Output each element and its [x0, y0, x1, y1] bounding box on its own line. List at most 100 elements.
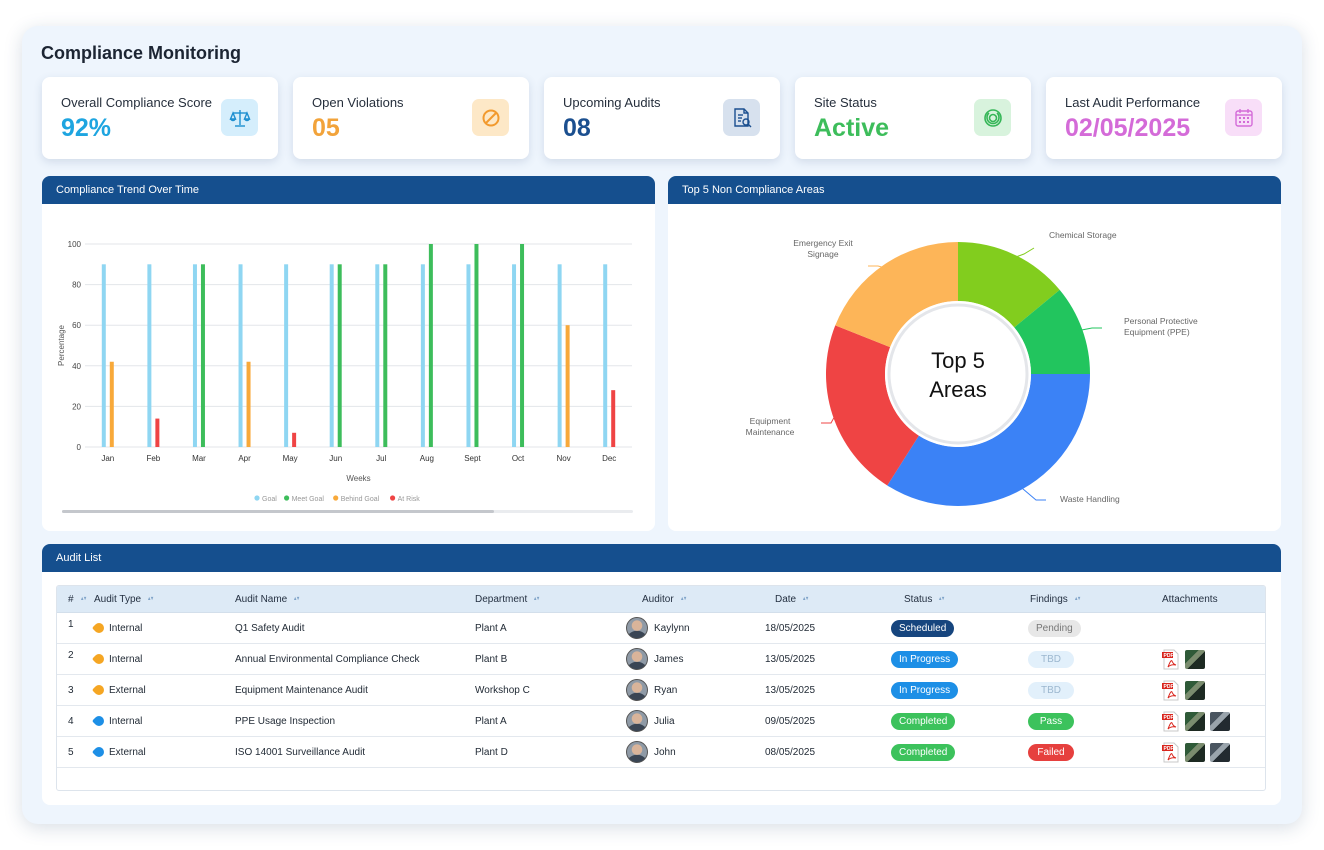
tag-icon	[91, 682, 107, 698]
col-audit-type-header[interactable]: Audit Type ▲▼	[94, 586, 154, 612]
findings-cell: Pass	[1028, 706, 1074, 736]
col-audit-name-header[interactable]: Audit Name ▲▼	[235, 586, 300, 612]
donut-slice-equipment-maintenance[interactable]	[826, 325, 919, 486]
image-thumbnail-icon[interactable]	[1185, 711, 1205, 731]
table-row[interactable]: 3 External Equipment Maintenance Audit Work…	[57, 675, 1265, 706]
bar-goal[interactable]	[192, 264, 197, 447]
donut-slice-emergency-exit-signage[interactable]	[835, 242, 958, 348]
sort-icon[interactable]: ▲▼	[533, 596, 540, 602]
donut-slice-personal-protective-equipment-ppe[interactable]	[1014, 289, 1090, 374]
bar-meet-goal[interactable]	[474, 244, 479, 447]
auditor-name: Kaylynn	[654, 622, 690, 634]
x-tick-label: Nov	[557, 454, 571, 463]
bar-goal[interactable]	[375, 264, 380, 447]
table-row[interactable]: 4 Internal PPE Usage Inspection Plant A Juli…	[57, 706, 1265, 737]
col-findings-header[interactable]: Findings ▲▼	[1030, 586, 1081, 612]
col-department-header[interactable]: Department ▲▼	[475, 586, 540, 612]
avatar	[626, 617, 648, 639]
bar-meet-goal[interactable]	[428, 244, 433, 447]
bar-behind-goal[interactable]	[109, 361, 114, 447]
image-thumbnail-icon[interactable]	[1185, 742, 1205, 762]
upcoming-audits-card: Upcoming Audits 08	[544, 77, 780, 159]
pdf-file-icon[interactable]: PDF	[1162, 680, 1180, 701]
audit-type-cell: External	[91, 737, 146, 767]
donut-slice-waste-handling[interactable]	[887, 374, 1090, 506]
sort-icon[interactable]: ▲▼	[679, 596, 687, 602]
bar-meet-goal[interactable]	[200, 264, 205, 447]
sort-icon[interactable]: ▲▼	[802, 596, 809, 602]
pdf-file-icon[interactable]: PDF	[1162, 649, 1180, 670]
donut-slice-chemical-storage[interactable]	[958, 242, 1060, 328]
image-thumbnail-icon[interactable]	[1185, 649, 1205, 669]
bar-at-risk[interactable]	[155, 418, 160, 447]
audit-name[interactable]: PPE Usage Inspection	[235, 715, 336, 727]
scale-icon	[221, 99, 258, 136]
x-tick-label: Jan	[101, 454, 114, 463]
bar-meet-goal[interactable]	[520, 244, 525, 447]
bar-goal[interactable]	[147, 264, 152, 447]
sort-icon[interactable]: ▲▼	[293, 596, 300, 602]
overall-compliance-score-value: 92%	[61, 114, 112, 142]
sort-icon[interactable]: ▲▼	[147, 596, 154, 602]
attachments-cell: PDF	[1162, 644, 1205, 674]
sort-icon[interactable]: ▲▼	[938, 596, 946, 602]
bar-at-risk[interactable]	[292, 432, 297, 447]
bar-goal[interactable]	[284, 264, 289, 447]
audit-date: 13/05/2025	[765, 653, 816, 665]
bar-goal[interactable]	[557, 264, 562, 447]
audit-type: External	[109, 684, 146, 696]
bar-goal[interactable]	[466, 264, 471, 447]
col-date-header[interactable]: Date ▲▼	[775, 586, 809, 612]
y-tick-label: 80	[72, 281, 81, 290]
compliance-trend-chart: 0 20 40 60 80 100 Percentage Jan Feb Mar Apr May Jun…	[57, 240, 633, 513]
bar-behind-goal[interactable]	[565, 325, 570, 447]
upcoming-audits-value: 08	[563, 114, 591, 142]
bar-goal[interactable]	[420, 264, 425, 447]
x-tick-label: Sept	[464, 454, 481, 463]
sort-icon[interactable]: ▲▼	[79, 596, 87, 602]
bar-at-risk[interactable]	[611, 390, 616, 447]
audit-type: Internal	[109, 653, 143, 665]
sort-icon[interactable]: ▲▼	[1073, 596, 1081, 602]
bar-goal[interactable]	[512, 264, 517, 447]
audit-type-cell: Internal	[91, 644, 143, 674]
findings-cell: TBD	[1028, 675, 1074, 705]
bar-behind-goal[interactable]	[246, 361, 251, 447]
status-cell: In Progress	[891, 675, 959, 705]
audit-name[interactable]: Q1 Safety Audit	[235, 622, 305, 634]
tag-icon	[91, 744, 107, 760]
legend-label[interactable]: At Risk	[398, 496, 421, 503]
chart-scrollbar-thumb[interactable]	[62, 510, 494, 513]
bar-goal[interactable]	[329, 264, 334, 447]
table-row[interactable]: 5 External ISO 14001 Surveillance Audit Pla…	[57, 737, 1265, 768]
donut-center-label: Top 5	[931, 348, 985, 373]
image-thumbnail-icon[interactable]	[1185, 680, 1205, 700]
audit-type: Internal	[109, 622, 143, 634]
col-auditor-header[interactable]: Auditor ▲▼	[642, 586, 687, 612]
pdf-file-icon[interactable]: PDF	[1162, 711, 1180, 732]
col-number-header[interactable]: # ▲▼	[68, 586, 87, 612]
bar-meet-goal[interactable]	[383, 264, 388, 447]
image-thumbnail-icon[interactable]	[1210, 711, 1230, 731]
bar-goal[interactable]	[101, 264, 106, 447]
row-number: 3	[68, 684, 74, 696]
bar-goal[interactable]	[238, 264, 243, 447]
legend-label[interactable]: Goal	[262, 496, 277, 503]
legend-label[interactable]: Behind Goal	[341, 496, 380, 503]
slice-label: Chemical Storage	[1049, 230, 1117, 240]
svg-text:PDF: PDF	[1164, 746, 1174, 752]
bar-meet-goal[interactable]	[337, 264, 342, 447]
auditor-cell: James	[626, 644, 683, 674]
auditor-cell: Kaylynn	[626, 613, 690, 643]
table-row[interactable]: 1 Internal Q1 Safety Audit Plant A Kaylynn 18…	[57, 613, 1265, 644]
audit-name[interactable]: ISO 14001 Surveillance Audit	[235, 746, 366, 758]
pdf-file-icon[interactable]: PDF	[1162, 742, 1180, 763]
audit-name[interactable]: Annual Environmental Compliance Check	[235, 653, 420, 665]
open-violations-label: Open Violations	[312, 95, 404, 110]
audit-name[interactable]: Equipment Maintenance Audit	[235, 684, 368, 696]
table-row[interactable]: 2 Internal Annual Environmental Compliance…	[57, 644, 1265, 675]
bar-goal[interactable]	[603, 264, 608, 447]
col-status-header[interactable]: Status ▲▼	[904, 586, 945, 612]
legend-label[interactable]: Meet Goal	[292, 496, 325, 503]
image-thumbnail-icon[interactable]	[1210, 742, 1230, 762]
